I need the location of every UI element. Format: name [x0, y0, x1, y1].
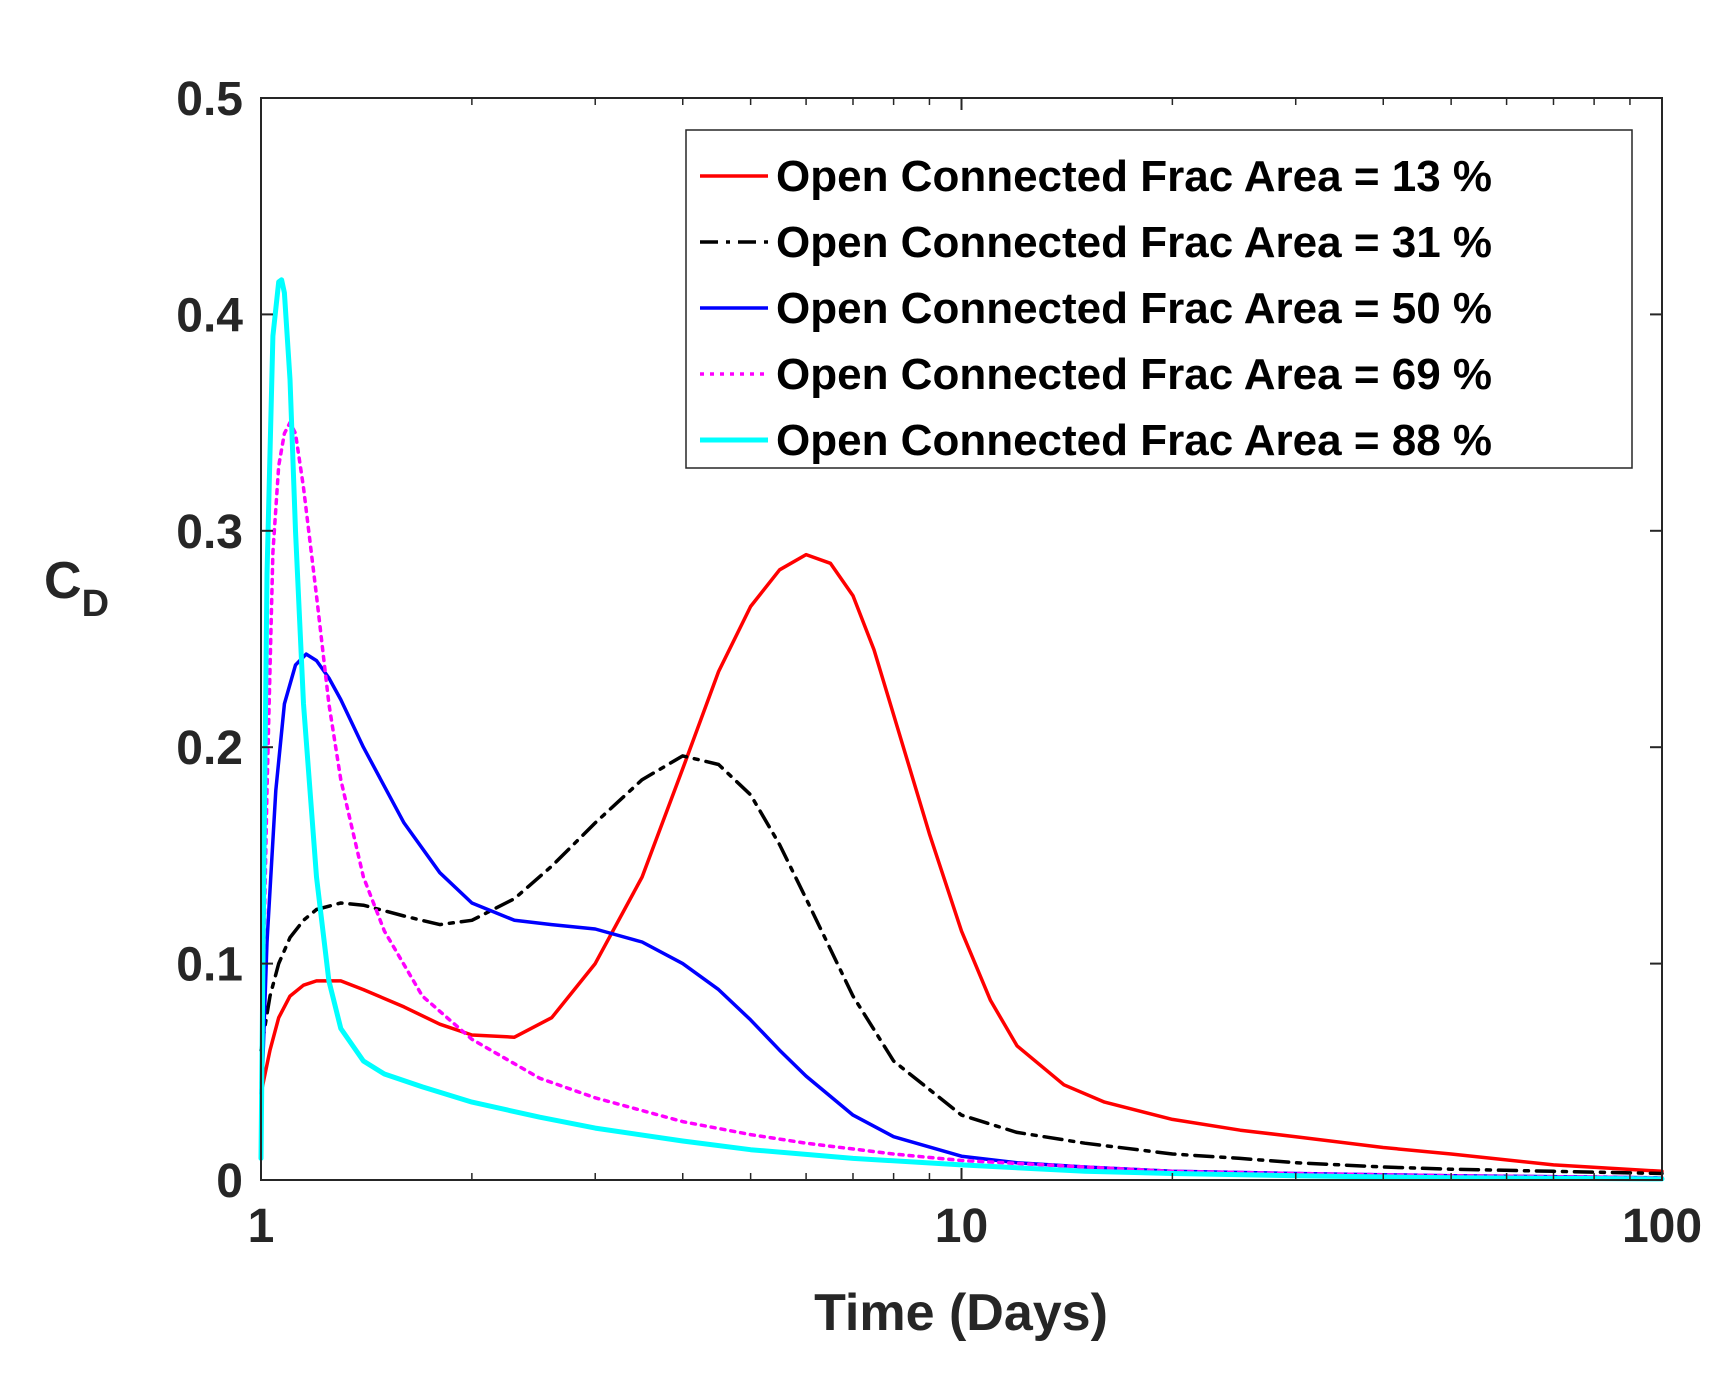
y-tick-label: 0.2 — [176, 722, 243, 775]
legend-label-5: Open Connected Frac Area = 88 % — [776, 416, 1492, 465]
legend-label-4: Open Connected Frac Area = 69 % — [776, 350, 1492, 399]
series-layer — [258, 277, 1665, 1182]
x-tick-label: 10 — [935, 1200, 988, 1253]
y-tick-label: 0.1 — [176, 939, 243, 992]
y-tick-label: 0.3 — [176, 506, 243, 559]
legend-label-1: Open Connected Frac Area = 13 % — [776, 152, 1492, 201]
y-tick-label: 0.4 — [176, 289, 243, 342]
series-line-1 — [259, 552, 1664, 1174]
y-tick-label: 0 — [216, 1155, 243, 1208]
legend-label-3: Open Connected Frac Area = 50 % — [776, 284, 1492, 333]
x-tick-label: 1 — [248, 1200, 275, 1253]
series-line-5 — [258, 277, 1665, 1182]
series-line-3 — [259, 652, 1664, 1180]
series-line-4 — [259, 420, 1664, 1180]
y-axis-label: CD — [44, 552, 109, 625]
y-tick-label: 0.5 — [176, 73, 243, 126]
x-axis-label: Time (Days) — [814, 1284, 1108, 1342]
x-tick-label: 100 — [1622, 1200, 1702, 1253]
y-axis-label-main: C — [44, 552, 82, 610]
legend: Open Connected Frac Area = 13 % Open Conn… — [685, 129, 1633, 469]
legend-box — [685, 129, 1633, 469]
y-axis-label-subscript: D — [82, 583, 109, 625]
tick-layer: 0 0.1 0.2 0.3 0.4 0.5 1 10 100 — [176, 73, 1702, 1253]
legend-label-2: Open Connected Frac Area = 31 % — [776, 218, 1492, 267]
